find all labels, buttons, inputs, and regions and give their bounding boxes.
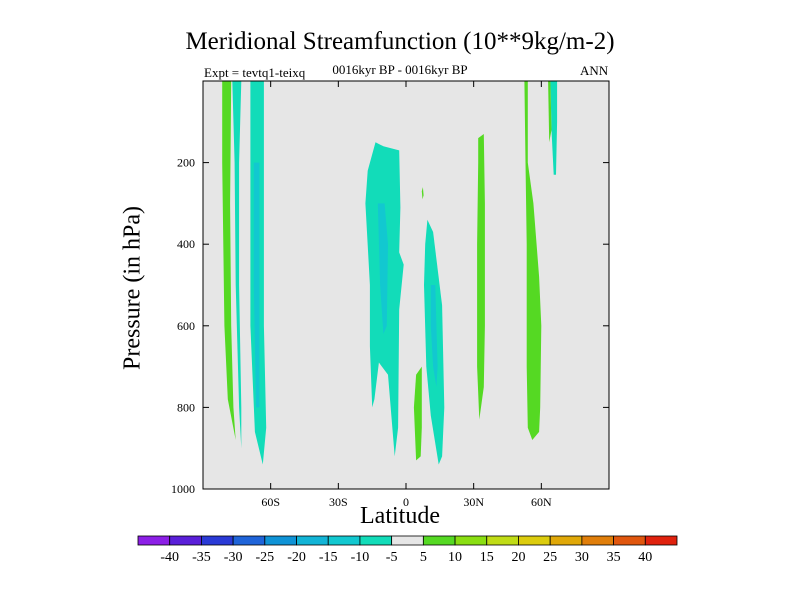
colorbar-box-16 [644, 535, 678, 546]
contour-region-3 [253, 162, 260, 408]
contour-region-10 [477, 134, 485, 420]
contour-region-13 [548, 81, 552, 143]
colorbar-box-3 [232, 535, 266, 546]
chart-subtitle: 0016kyr BP - 0016kyr BP [332, 62, 468, 77]
colorbar-label: -40 [160, 550, 179, 565]
x-tick-label: 30N [463, 495, 484, 509]
colorbar-label: -5 [386, 550, 398, 565]
colorbar-box-6 [327, 535, 361, 546]
colorbar-label: 35 [607, 550, 621, 565]
colorbar-box-13 [549, 535, 583, 546]
colorbar-label: 30 [575, 550, 589, 565]
colorbar-label: -10 [351, 550, 370, 565]
x-tick-label: 60S [261, 495, 280, 509]
colorbar-label: 5 [420, 550, 427, 565]
colorbar-box-10 [454, 535, 488, 546]
y-tick-label: 200 [177, 156, 195, 170]
y-tick-label: 1000 [171, 482, 195, 496]
colorbar-box-15 [613, 535, 646, 546]
colorbar-label: -30 [224, 550, 243, 565]
colorbar-label: 15 [480, 550, 494, 565]
colorbar-box-9 [422, 535, 456, 546]
contour-region-9 [421, 187, 424, 200]
experiment-label: Expt = tevtq1-teixq [204, 65, 306, 80]
contour-region-1 [222, 81, 236, 440]
x-tick-label: 60N [531, 495, 552, 509]
colorbar-box-14 [581, 535, 614, 546]
contour-region-7 [430, 285, 438, 387]
colorbar-label: -20 [287, 550, 306, 565]
colorbar-label: -25 [255, 550, 274, 565]
colorbar-label: 10 [448, 550, 462, 565]
x-tick-label: 0 [403, 495, 409, 509]
colorbar-box-0 [137, 535, 171, 546]
contour-region-0 [232, 81, 242, 449]
colorbar-label: 40 [638, 550, 652, 565]
colorbar-box-11 [486, 535, 519, 546]
colorbar-box-5 [296, 535, 329, 546]
colorbar-label: 25 [543, 550, 557, 565]
colorbar-label: 20 [511, 550, 525, 565]
contour-region-11 [524, 81, 542, 440]
x-axis-label: Latitude [360, 503, 440, 529]
y-tick-label: 600 [177, 319, 195, 333]
y-tick-label: 400 [177, 237, 195, 251]
contour-region-8 [413, 366, 422, 461]
plot-background [203, 81, 609, 489]
colorbar-box-12 [518, 535, 551, 546]
colorbar-box-4 [264, 535, 297, 546]
colorbar-label: -15 [319, 550, 338, 565]
colorbar-box-7 [359, 535, 393, 546]
colorbar-label: -35 [192, 550, 211, 565]
contour-region-5 [377, 203, 388, 334]
x-tick-label: 30S [329, 495, 348, 509]
colorbar-box-8 [391, 535, 424, 546]
season-label: ANN [580, 63, 609, 78]
colorbar-box-2 [201, 535, 234, 546]
contour-region-12 [550, 81, 558, 175]
y-tick-label: 800 [177, 400, 195, 414]
chart-title: Meridional Streamfunction (10**9kg/m-2) [185, 28, 615, 55]
colorbar-box-1 [169, 535, 202, 546]
